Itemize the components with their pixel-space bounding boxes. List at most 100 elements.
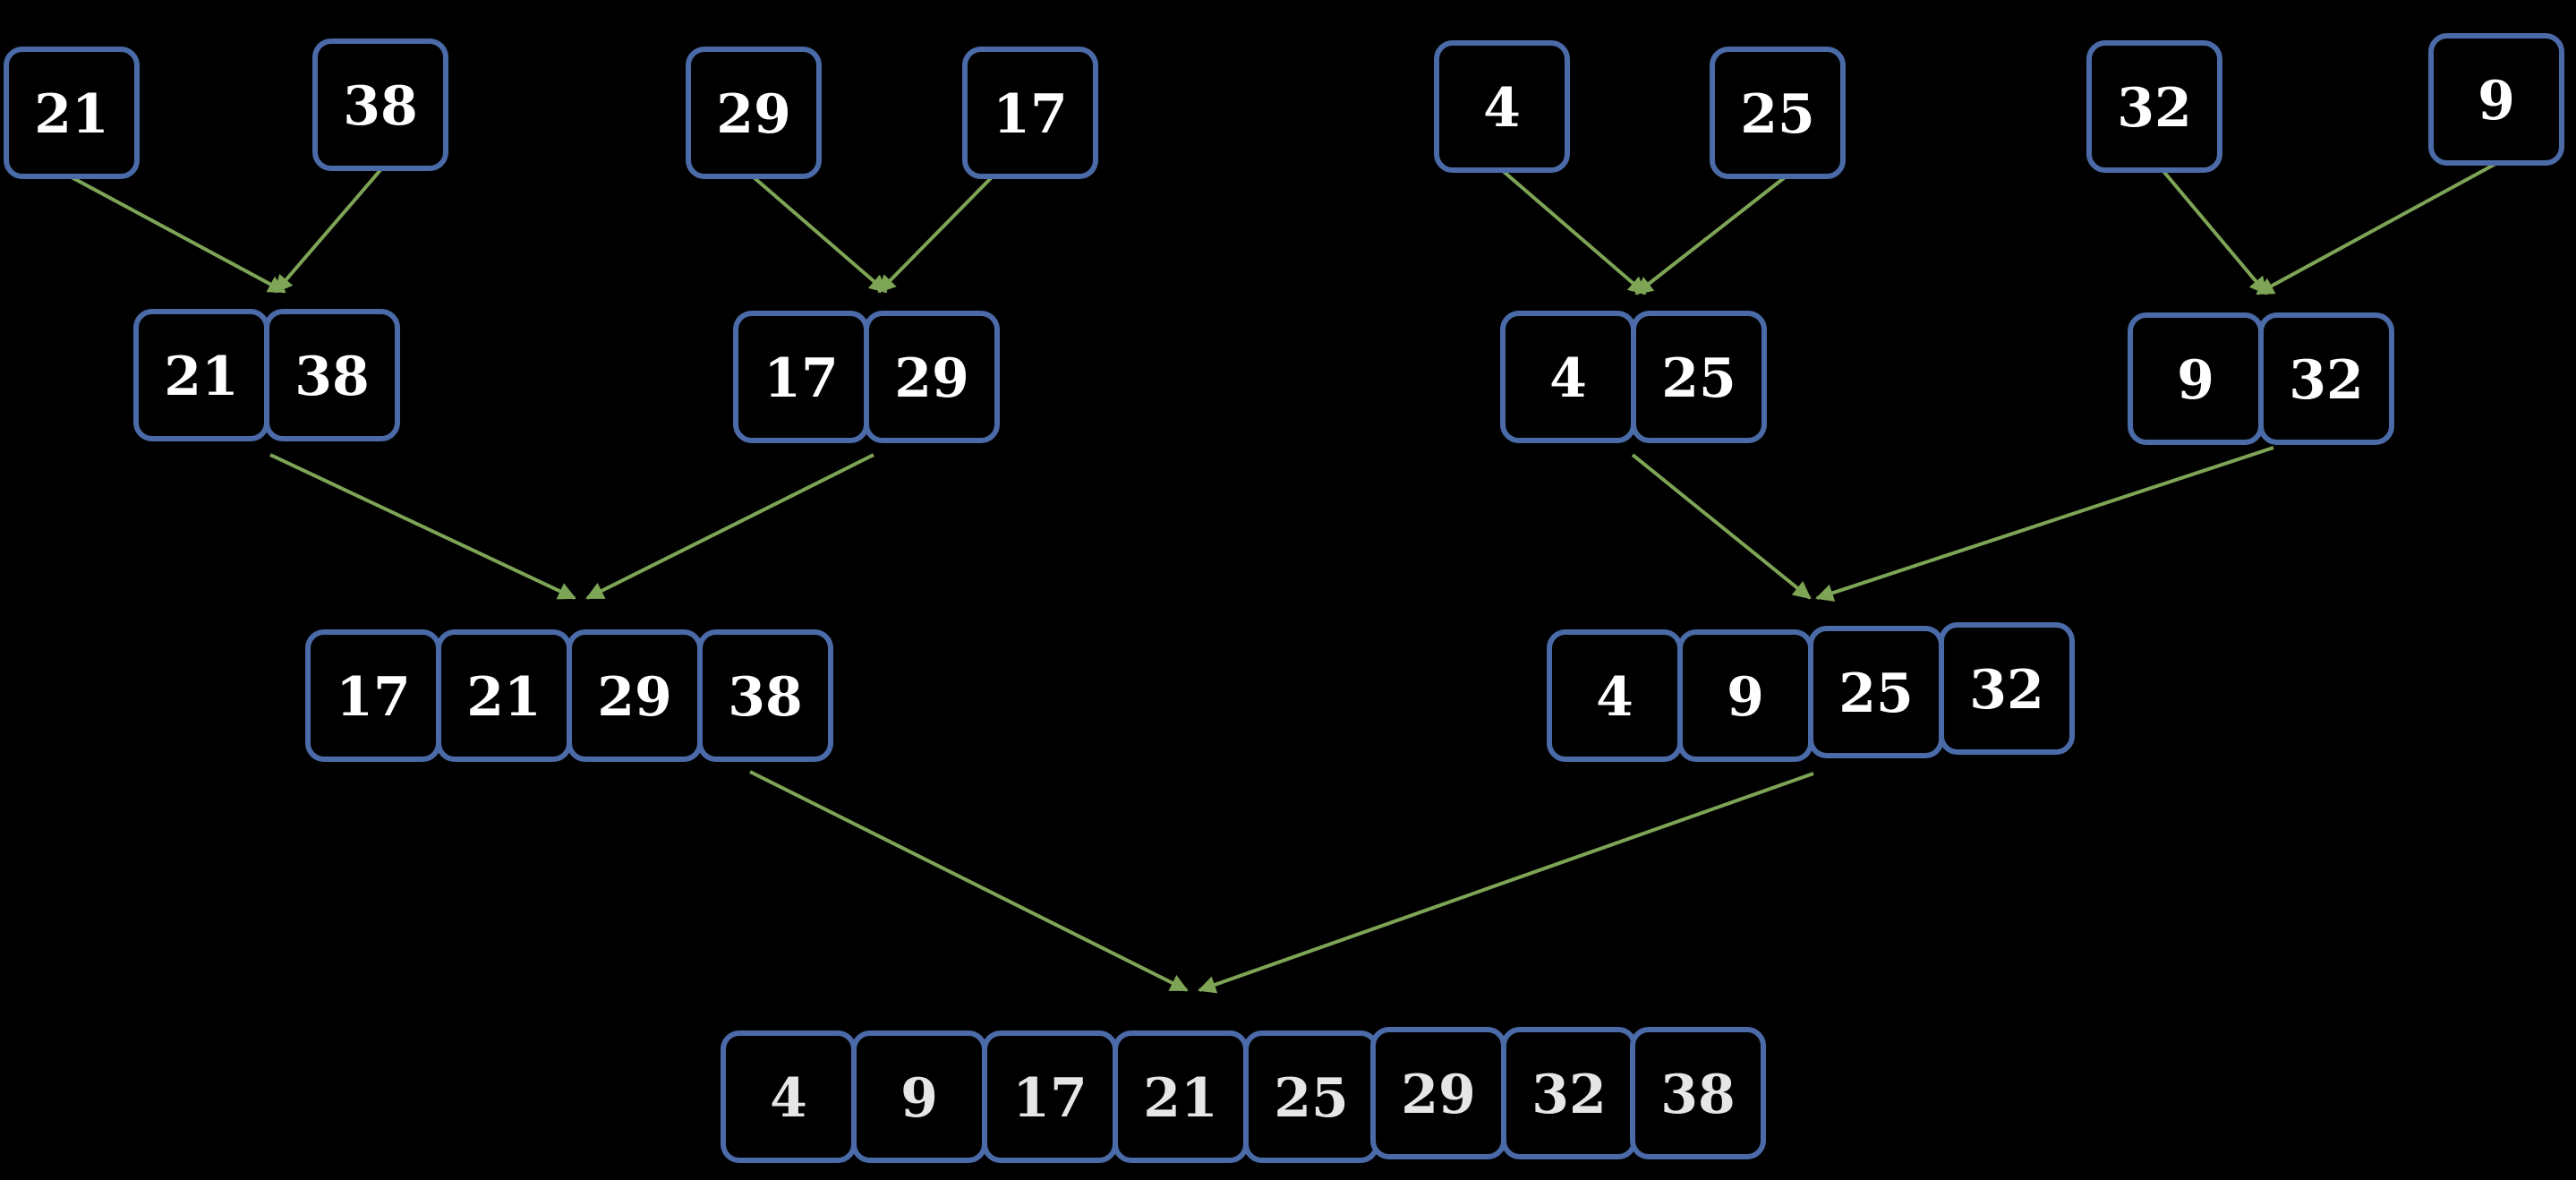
merge-arrow — [269, 453, 576, 600]
cell-value: 21 — [164, 346, 239, 408]
cell-value: 32 — [2117, 77, 2192, 140]
array-cell: 38 — [312, 38, 448, 171]
cell-box — [962, 47, 1098, 179]
cell-box — [1939, 622, 2075, 755]
array-cell: 9 — [2428, 33, 2564, 166]
cell-value: 29 — [597, 666, 672, 729]
array-cell: 21 — [133, 309, 269, 441]
cell-value: 25 — [1274, 1067, 1349, 1130]
array-cell: 21 — [4, 47, 140, 179]
cell-value: 38 — [294, 346, 370, 408]
merge-arrow — [877, 175, 994, 294]
cell-value: 32 — [1531, 1064, 1607, 1126]
array-cell: 32 — [2086, 40, 2222, 173]
cell-value: 21 — [1143, 1067, 1218, 1130]
array-cell: 9 — [851, 1030, 987, 1163]
array-cell: 38 — [697, 629, 833, 762]
array-cell: 21 — [436, 629, 572, 762]
merge-arrow — [1634, 173, 1790, 295]
cell-value: 29 — [1401, 1064, 1476, 1126]
level-quads: 17 21 29 38 4 9 — [305, 622, 2075, 762]
array-cell: 32 — [1501, 1027, 1637, 1159]
arrows-level-3 — [749, 770, 1814, 994]
array-cell: 38 — [264, 309, 400, 441]
cell-value: 4 — [1596, 666, 1633, 729]
array-group: 17 29 — [733, 311, 1000, 443]
level-merged: 4 9 17 21 25 29 — [721, 1027, 1766, 1163]
cell-value: 21 — [466, 666, 542, 729]
cell-value: 4 — [770, 1067, 807, 1130]
array-cell: 29 — [567, 629, 703, 762]
cell-box — [312, 38, 448, 171]
merge-arrow — [1500, 168, 1647, 295]
array-cell: 9 — [2128, 312, 2264, 445]
array-cell: 4 — [721, 1030, 857, 1163]
array-group: 4 25 — [1500, 311, 1767, 443]
cell-value: 38 — [728, 666, 803, 729]
merge-arrow — [1631, 453, 1812, 600]
merge-arrow — [2161, 168, 2268, 295]
cell-value: 29 — [716, 83, 791, 146]
array-cell: 9 — [1677, 629, 1813, 762]
cell-value: 9 — [2177, 349, 2214, 412]
cell-box — [4, 47, 140, 179]
array-cell: 4 — [1434, 40, 1570, 173]
cell-value: 32 — [1969, 659, 2044, 722]
merge-arrow — [752, 175, 888, 294]
cell-value: 17 — [1012, 1067, 1088, 1130]
cell-value: 38 — [343, 75, 418, 138]
cell-box — [2258, 312, 2394, 445]
array-group: 9 32 — [2128, 312, 2394, 445]
level-pairs: 21 38 17 29 4 25 — [133, 309, 2394, 445]
cell-value: 32 — [2289, 349, 2364, 412]
array-cell: 29 — [1370, 1027, 1506, 1159]
array-cell: 25 — [1243, 1030, 1379, 1163]
cell-box — [697, 629, 833, 762]
cell-box — [1630, 1027, 1766, 1159]
array-cell: 32 — [1939, 622, 2075, 755]
array-group: 4 9 25 32 — [1547, 622, 2075, 762]
array-cell: 17 — [733, 311, 869, 443]
cell-value: 21 — [34, 83, 109, 146]
merge-arrow — [71, 175, 286, 294]
merge-arrow — [1815, 446, 2274, 602]
cell-box — [1631, 311, 1767, 443]
cell-value: 4 — [1549, 347, 1587, 410]
cell-value: 17 — [336, 666, 411, 729]
level-singles: 21 38 29 17 4 25 32 9 — [4, 33, 2564, 179]
array-cell: 29 — [686, 47, 822, 179]
cell-box — [864, 311, 1000, 443]
array-group: 21 38 — [133, 309, 400, 441]
array-cell: 38 — [1630, 1027, 1766, 1159]
cell-box — [2428, 33, 2564, 166]
cell-box — [264, 309, 400, 441]
merge-arrow — [1198, 772, 1814, 994]
array-cell: 4 — [1547, 629, 1683, 762]
merge-arrow — [2256, 161, 2498, 295]
cell-box — [1434, 40, 1570, 173]
cell-value: 17 — [763, 347, 839, 410]
merge-arrow — [274, 168, 382, 294]
cell-value: 4 — [1483, 77, 1521, 140]
cell-value: 29 — [894, 347, 969, 410]
array-cell: 21 — [1113, 1030, 1249, 1163]
array-cell: 17 — [982, 1030, 1118, 1163]
cell-value: 9 — [1727, 666, 1764, 729]
arrows-level-1 — [71, 161, 2498, 295]
cell-value: 9 — [2478, 70, 2515, 133]
cell-box — [686, 47, 822, 179]
cell-value: 25 — [1740, 83, 1815, 146]
array-cell: 25 — [1710, 47, 1846, 179]
cell-value: 25 — [1838, 663, 1914, 725]
cell-value: 17 — [993, 83, 1068, 146]
array-group: 17 21 29 38 — [305, 629, 833, 762]
cell-value: 9 — [900, 1067, 938, 1130]
arrows-level-2 — [269, 446, 2274, 602]
merge-arrow — [749, 770, 1189, 992]
array-cell: 29 — [864, 311, 1000, 443]
array-cell: 17 — [962, 47, 1098, 179]
array-cell: 17 — [305, 629, 441, 762]
array-cell: 25 — [1808, 626, 1944, 758]
cell-box — [1710, 47, 1846, 179]
